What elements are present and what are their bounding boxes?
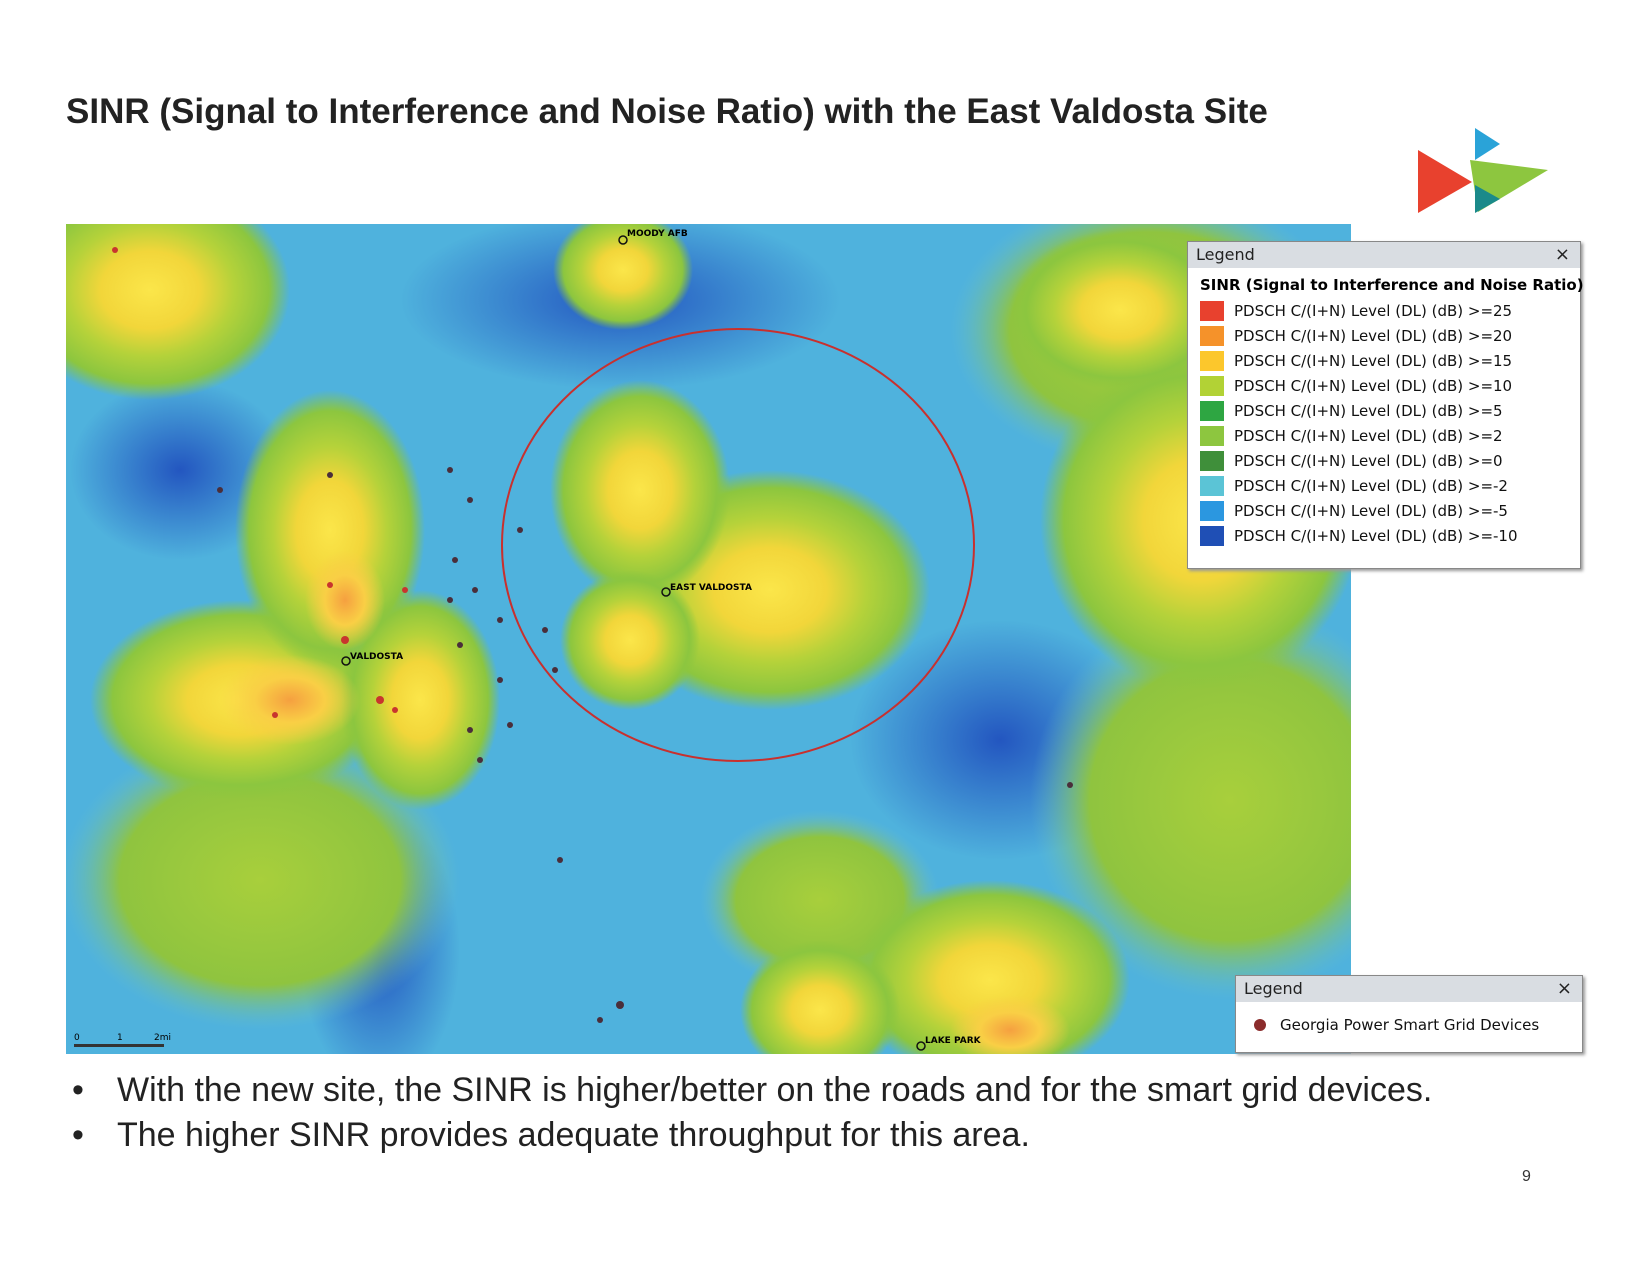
legend-swatch: [1200, 350, 1224, 371]
site-label: MOODY AFB: [627, 229, 688, 239]
site-markers: [341, 235, 926, 1051]
legend-item: Georgia Power Smart Grid Devices: [1280, 1015, 1540, 1034]
legend-label: PDSCH C/(I+N) Level (DL) (dB) >=15: [1234, 351, 1513, 370]
legend-item: PDSCH C/(I+N) Level (DL) (dB) >=-10: [1188, 523, 1580, 548]
bullet-text: With the new site, the SINR is higher/be…: [117, 1071, 1433, 1109]
legend-swatch: [1200, 325, 1224, 346]
legend-item: PDSCH C/(I+N) Level (DL) (dB) >=10: [1188, 373, 1580, 398]
legend-swatch: [1200, 300, 1224, 321]
legend-label: PDSCH C/(I+N) Level (DL) (dB) >=5: [1234, 401, 1503, 420]
map: MOODY AFB EAST VALDOSTA VALDOSTA LAKE PA…: [66, 224, 1351, 1054]
site-label: LAKE PARK: [925, 1036, 982, 1046]
legend-label: PDSCH C/(I+N) Level (DL) (dB) >=0: [1234, 451, 1503, 470]
legend-item: PDSCH C/(I+N) Level (DL) (dB) >=25: [1188, 298, 1580, 323]
legend-label: PDSCH C/(I+N) Level (DL) (dB) >=-10: [1234, 526, 1518, 545]
scale-label: 0: [74, 1033, 80, 1043]
legend-swatch: [1200, 475, 1224, 496]
legend-label: PDSCH C/(I+N) Level (DL) (dB) >=-5: [1234, 501, 1508, 520]
legend-title: Legend: [1196, 245, 1255, 264]
legend-swatch: [1200, 500, 1224, 521]
title: SINR (Signal to Interference and Noise R…: [66, 92, 1268, 131]
legend-heading: SINR (Signal to Interference and Noise R…: [1200, 276, 1584, 294]
device-legend: Legend × Georgia Power Smart Grid Devices: [1235, 975, 1583, 1053]
legend-swatch: [1200, 375, 1224, 396]
legend-item: PDSCH C/(I+N) Level (DL) (dB) >=-2: [1188, 473, 1580, 498]
site-label: EAST VALDOSTA: [670, 583, 752, 593]
logo: [1418, 128, 1548, 213]
legend-item: PDSCH C/(I+N) Level (DL) (dB) >=0: [1188, 448, 1580, 473]
legend-label: PDSCH C/(I+N) Level (DL) (dB) >=-2: [1234, 476, 1508, 495]
bullet: • With the new site, the SINR is higher/b…: [72, 1071, 1433, 1109]
legend-swatch: [1200, 425, 1224, 446]
legend-item: PDSCH C/(I+N) Level (DL) (dB) >=5: [1188, 398, 1580, 423]
legend-swatch: [1200, 450, 1224, 471]
close-button[interactable]: ×: [1554, 244, 1570, 265]
legend-title: Legend: [1244, 979, 1303, 998]
legend-item: PDSCH C/(I+N) Level (DL) (dB) >=2: [1188, 423, 1580, 448]
site-label: VALDOSTA: [350, 652, 403, 662]
legend-item: PDSCH C/(I+N) Level (DL) (dB) >=-5: [1188, 498, 1580, 523]
scale-label: 1: [117, 1033, 123, 1043]
legend-item: PDSCH C/(I+N) Level (DL) (dB) >=15: [1188, 348, 1580, 373]
legend-label: PDSCH C/(I+N) Level (DL) (dB) >=10: [1234, 376, 1513, 395]
close-button[interactable]: ×: [1556, 978, 1572, 999]
legend-item: PDSCH C/(I+N) Level (DL) (dB) >=20: [1188, 323, 1580, 348]
page-number: 9: [1522, 1168, 1531, 1185]
legend-label: PDSCH C/(I+N) Level (DL) (dB) >=25: [1234, 301, 1513, 320]
scale-label: 2mi: [154, 1033, 171, 1043]
legend-label: PDSCH C/(I+N) Level (DL) (dB) >=20: [1234, 326, 1513, 345]
bullet-text: The higher SINR provides adequate throug…: [117, 1116, 1030, 1154]
legend-swatch: [1200, 525, 1224, 546]
sinr-legend: Legend × SINR (Signal to Interference and…: [1187, 241, 1584, 569]
bullet: • The higher SINR provides adequate throu…: [72, 1116, 1030, 1154]
legend-label: PDSCH C/(I+N) Level (DL) (dB) >=2: [1234, 426, 1503, 445]
legend-swatch: [1200, 400, 1224, 421]
legend-marker: [1254, 1018, 1266, 1031]
